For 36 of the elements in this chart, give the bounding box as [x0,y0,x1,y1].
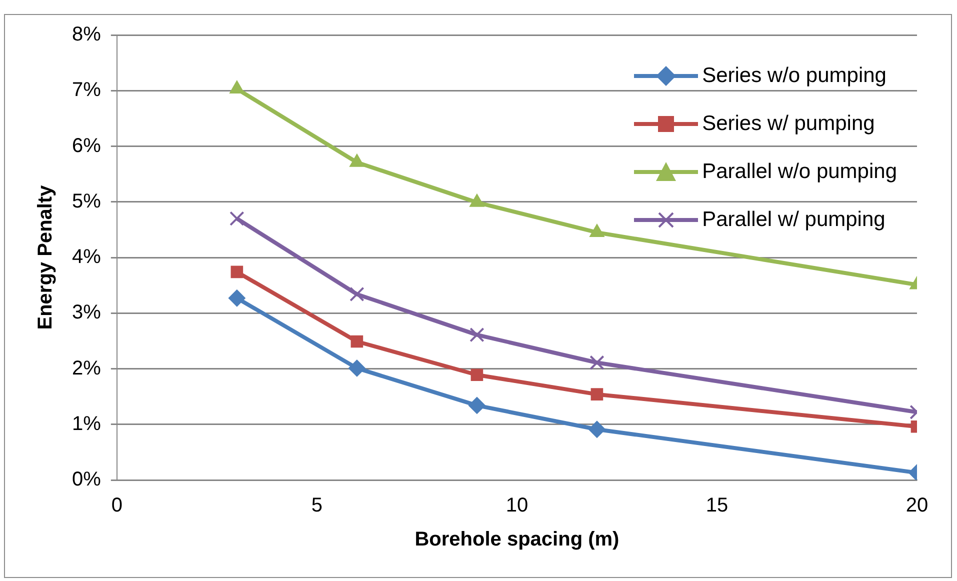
x-tick-label: 15 [706,494,728,517]
y-tick-label: 3% [72,302,102,324]
y-tick-label: 8% [72,24,102,46]
point [590,355,604,370]
point [229,80,244,94]
point [470,194,484,207]
point [228,290,246,307]
point [230,266,244,278]
point [350,286,364,302]
point [588,420,606,438]
point [350,335,364,348]
point [590,388,604,400]
y-tick-label: 7% [72,79,102,102]
y-tick-label: 1% [72,412,102,435]
point [468,396,486,414]
y-tick-label: 6% [72,134,102,157]
x-tick-label: 5 [311,494,322,517]
y-tick-label: 5% [72,190,102,212]
x-axis-title: Borehole spacing (m) [414,528,620,551]
x-tick-label: 20 [906,494,928,517]
legend-label: Series w/ pumping [702,112,875,136]
point [348,360,366,377]
y-tick-label: 2% [72,357,102,380]
point [470,327,484,342]
x-tick-label: 10 [506,494,528,517]
point [470,368,484,382]
y-tick-label: 4% [72,246,102,268]
legend-label: Parallel w/o pumping [702,160,897,184]
point [230,211,244,226]
y-tick-label: 0% [72,468,102,491]
legend-label: Series w/o pumping [702,64,886,88]
point [590,224,604,237]
y-axis-title: Energy Penalty [34,184,57,330]
legend-label: Parallel w/ pumping [702,208,886,232]
x-tick-label: 0 [111,494,122,517]
point [350,154,364,167]
